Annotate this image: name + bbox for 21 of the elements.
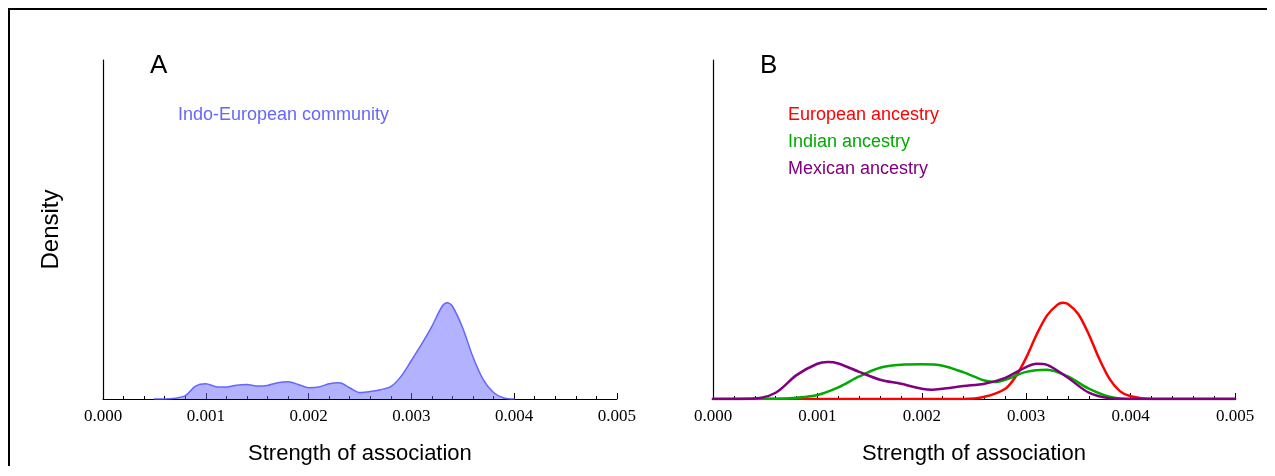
x-tick-label: 0.002 [289, 406, 328, 425]
x-axis-title: Strength of association [862, 439, 1086, 465]
x-tick-label: 0.004 [494, 406, 534, 425]
x-tick-label: 0.000 [83, 406, 123, 425]
chart-title: B [760, 49, 778, 79]
y-axis-title: Density [35, 189, 63, 270]
x-tick-label: 0.000 [693, 406, 733, 425]
text: Indian ancestry [788, 131, 911, 151]
text: Indo-European community [178, 104, 390, 124]
x-tick-label: 0.002 [902, 406, 941, 425]
x-tick-label: 0.001 [186, 406, 225, 425]
x-tick-label: 0.003 [392, 406, 431, 425]
text: Mexican ancestry [788, 158, 929, 178]
x-tick-label: 0.005 [597, 406, 636, 425]
x-tick-label: 0.001 [798, 406, 837, 425]
x-tick-label: 0.003 [1007, 406, 1046, 425]
text: European ancestry [788, 104, 940, 124]
x-axis-title: Strength of association [248, 439, 472, 465]
x-tick-label: 0.004 [1111, 406, 1151, 425]
chart-title: A [150, 49, 168, 79]
x-tick-label: 0.005 [1215, 406, 1255, 425]
